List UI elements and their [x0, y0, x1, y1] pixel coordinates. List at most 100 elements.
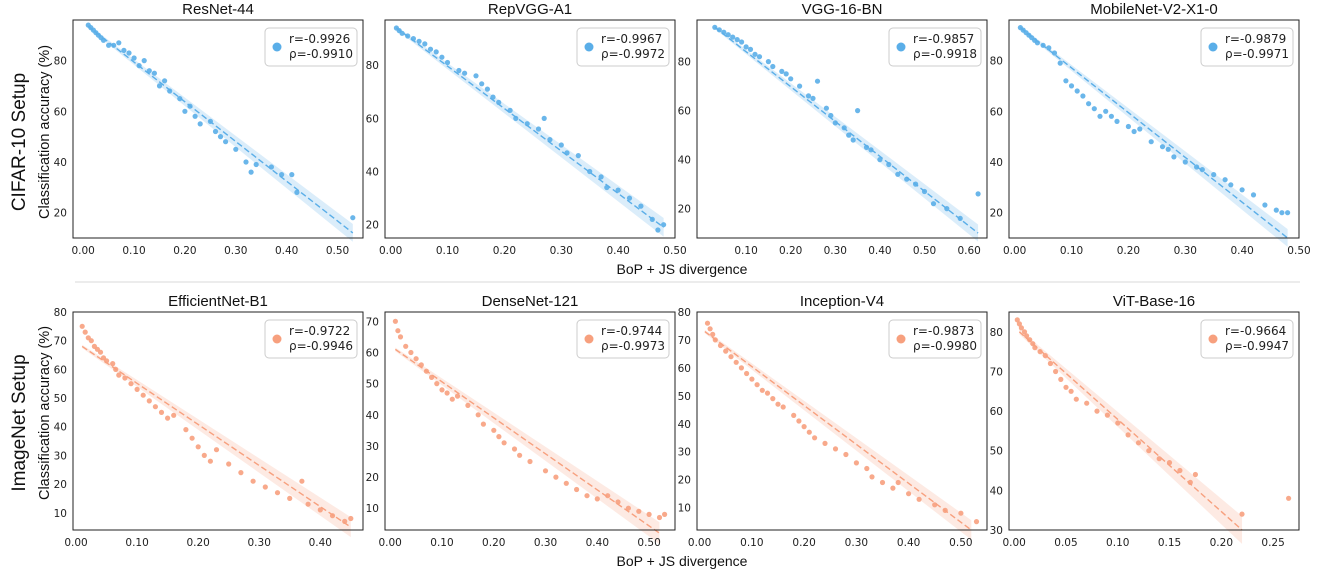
- data-point: [1094, 408, 1100, 414]
- data-point: [79, 323, 85, 329]
- y-tick-label: 20: [366, 220, 379, 232]
- x-tick-label: 0.20: [493, 245, 516, 257]
- data-point: [853, 460, 860, 466]
- data-point: [780, 404, 786, 410]
- x-tick-label: 0.40: [868, 245, 891, 257]
- data-point: [542, 468, 549, 474]
- data-point: [723, 348, 729, 354]
- x-tick-label: 0.20: [1210, 537, 1233, 549]
- data-point: [183, 427, 189, 433]
- data-point: [146, 398, 152, 404]
- data-point: [392, 318, 398, 324]
- x-tick-label: 0.00: [1002, 537, 1025, 549]
- x-tick-label: 0.00: [71, 245, 94, 257]
- plot-frame: [696, 311, 988, 531]
- data-point: [201, 452, 207, 458]
- legend-box: [1200, 27, 1294, 67]
- x-tick-label: 0.15: [1158, 537, 1181, 549]
- data-point: [615, 499, 621, 505]
- data-point: [626, 195, 633, 201]
- data-point: [770, 396, 776, 402]
- data-point: [730, 34, 736, 40]
- data-point: [1021, 329, 1028, 335]
- x-tick-label: 0.40: [897, 537, 920, 549]
- regression-line: [704, 331, 972, 531]
- data-point: [1199, 167, 1205, 173]
- data-point: [473, 73, 479, 79]
- data-point: [501, 440, 507, 446]
- data-point: [177, 96, 183, 102]
- panel-title: ResNet-44: [182, 1, 254, 18]
- data-point: [733, 359, 739, 365]
- data-point: [434, 381, 440, 387]
- data-point: [832, 120, 838, 126]
- y-tick-label: 40: [678, 155, 691, 167]
- legend-entry: ρ=-0.9910: [289, 47, 353, 61]
- data-point: [480, 421, 486, 427]
- y-tick-label: 60: [678, 363, 691, 375]
- data-point: [444, 390, 450, 396]
- data-point: [1114, 118, 1120, 124]
- data-point: [759, 387, 765, 393]
- data-point: [765, 59, 772, 65]
- xlabel-top: BoP + JS divergence: [617, 261, 748, 277]
- panel: RepVGG-A1 0.00 0.10 0.20 0.30 0.40 0.50 20 40 60 8…: [366, 1, 687, 257]
- data-point: [1192, 471, 1198, 478]
- data-point: [475, 412, 481, 418]
- data-point: [1137, 126, 1143, 132]
- data-point: [1073, 396, 1079, 402]
- x-tick-label: 0.20: [482, 537, 505, 549]
- confidence-band: [395, 347, 660, 545]
- legend-entry: r=-0.9664: [1225, 324, 1286, 338]
- data-point: [413, 356, 419, 362]
- data-point: [587, 168, 593, 175]
- legend-entry: r=-0.9967: [601, 32, 662, 46]
- data-point: [716, 27, 722, 33]
- data-point: [728, 354, 734, 360]
- x-tick-label: 0.40: [586, 537, 609, 549]
- x-tick-label: 0.10: [734, 245, 757, 257]
- data-point: [126, 50, 132, 56]
- legend-entry: ρ=-0.9973: [601, 339, 665, 353]
- y-tick-label: 20: [54, 208, 67, 220]
- regression-line: [1018, 331, 1243, 531]
- x-tick-label: 0.00: [378, 537, 401, 549]
- x-tick-label: 0.50: [637, 537, 660, 549]
- data-point: [1171, 154, 1177, 160]
- x-tick-label: 0.10: [740, 537, 763, 549]
- data-point: [156, 83, 163, 89]
- x-tick-label: 0.20: [779, 245, 802, 257]
- data-point: [1104, 412, 1110, 418]
- data-point: [140, 392, 146, 398]
- confidence-band: [82, 344, 351, 538]
- data-point: [408, 349, 414, 356]
- data-point: [661, 222, 667, 228]
- data-point: [97, 349, 104, 355]
- data-point: [111, 42, 117, 48]
- legend-box: [264, 319, 358, 359]
- y-tick-label: 70: [54, 336, 67, 348]
- data-point: [764, 390, 771, 396]
- y-tick-label: 60: [990, 406, 1003, 418]
- panels: ResNet-44 0.00 0.10 0.20 0.30 0.40 0.50 20 40 60 8…: [54, 1, 1311, 549]
- data-point: [646, 511, 652, 517]
- data-point: [973, 519, 980, 525]
- data-point: [116, 40, 122, 46]
- x-tick-label: 0.50: [663, 245, 686, 257]
- y-tick-label: 70: [990, 366, 1003, 378]
- data-point: [268, 164, 274, 170]
- y-tick-label: 80: [678, 307, 691, 319]
- data-point: [625, 505, 632, 511]
- data-point: [879, 479, 886, 486]
- legend-marker: [896, 334, 906, 344]
- panel-title: Inception-V4: [800, 293, 884, 310]
- data-point: [182, 108, 188, 114]
- plot-frame: [72, 311, 364, 531]
- data-point: [511, 446, 518, 452]
- data-point: [433, 49, 439, 55]
- data-point: [110, 361, 116, 367]
- data-point: [1228, 182, 1234, 188]
- data-point: [233, 146, 239, 152]
- data-point: [743, 44, 749, 50]
- y-tick-label: 20: [54, 479, 67, 491]
